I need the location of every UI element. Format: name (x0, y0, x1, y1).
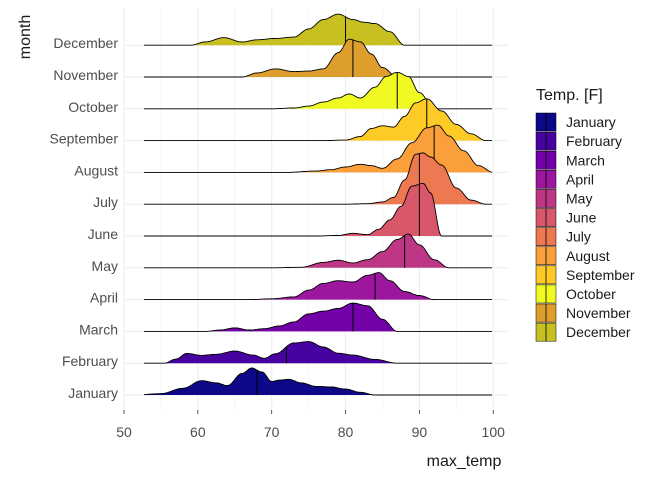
legend-item-may: May (535, 189, 592, 208)
legend-item-october: October (535, 284, 616, 304)
ridge-outline (144, 341, 492, 364)
legend-item-august: August (535, 246, 610, 266)
ridge-area (144, 72, 492, 109)
x-tick-label: 60 (190, 424, 206, 440)
legend-item-december: December (535, 322, 631, 342)
legend-label: October (566, 286, 616, 302)
legend: Temp. [F] January February March April May Ju… (535, 87, 635, 342)
ridge-april (144, 272, 492, 301)
ridge-october (144, 71, 492, 110)
ridge-outline (144, 38, 492, 78)
legend-item-april: April (535, 170, 594, 189)
ridge-area (144, 14, 492, 46)
legend-label: December (566, 324, 631, 340)
y-tick-label: February (62, 353, 118, 369)
legend-item-july: July (535, 227, 591, 246)
y-tick-label: March (79, 321, 118, 337)
ridge-area (144, 98, 492, 141)
ridge-outline (144, 367, 492, 396)
legend-label: August (566, 248, 610, 264)
ridge-outline (144, 272, 492, 301)
legend-label: January (566, 114, 616, 130)
y-axis-title: month (17, 15, 34, 59)
x-tick-label: 70 (264, 424, 280, 440)
ridge-march (144, 302, 492, 332)
y-tick-label: July (93, 194, 118, 210)
x-tick-label: 100 (482, 424, 506, 440)
ridge-area (144, 341, 492, 364)
ridges (144, 13, 493, 396)
ridge-area (144, 303, 492, 332)
x-tick-label: 90 (412, 424, 428, 440)
ridge-outline (144, 233, 492, 269)
y-tick-label: September (50, 131, 119, 147)
legend-item-september: September (535, 265, 635, 285)
legend-title: Temp. [F] (536, 87, 603, 104)
legend-label: June (566, 210, 597, 226)
x-axis-title: max_temp (427, 453, 502, 470)
y-tick-label: August (74, 162, 118, 178)
ridge-area (144, 368, 492, 395)
ridge-area (144, 125, 492, 173)
ridge-outline (144, 182, 492, 237)
ridge-outline (144, 13, 492, 46)
legend-label: February (566, 133, 622, 149)
ridge-area (144, 272, 492, 300)
ridge-outline (144, 98, 492, 142)
y-tick-label: December (53, 35, 118, 51)
y-tick-label: November (53, 67, 118, 83)
ridge-november (144, 38, 492, 78)
legend-label: September (566, 267, 635, 283)
legend-item-february: February (535, 131, 622, 151)
ridge-december (144, 13, 492, 46)
legend-label: March (566, 152, 605, 168)
x-tick-label: 50 (116, 424, 132, 440)
x-axis-ticks: 50 60 70 80 90 100 (116, 410, 505, 440)
ridge-outline (144, 152, 492, 205)
legend-item-january: January (535, 112, 616, 132)
legend-label: July (566, 229, 591, 245)
ridge-outline (144, 71, 492, 110)
legend-item-march: March (535, 150, 605, 170)
y-axis-ticks: January February March April May June July Augu… (50, 35, 119, 401)
legend-item-november: November (535, 303, 631, 323)
y-tick-label: October (68, 99, 118, 115)
legend-label: November (566, 305, 631, 321)
y-tick-label: April (90, 290, 118, 306)
y-tick-label: May (92, 258, 118, 274)
legend-label: April (566, 171, 594, 187)
ridge-february (144, 341, 492, 364)
legend-item-june: June (535, 208, 597, 227)
legend-label: May (566, 190, 592, 206)
ridge-outline (144, 302, 492, 332)
x-tick-label: 80 (338, 424, 354, 440)
y-tick-label: June (88, 226, 119, 242)
ridge-june (144, 182, 492, 237)
ridge-may (144, 233, 492, 269)
ridge-january (144, 367, 492, 396)
ridge-area (144, 183, 492, 236)
ridge-area (144, 152, 492, 205)
y-tick-label: January (68, 385, 118, 401)
